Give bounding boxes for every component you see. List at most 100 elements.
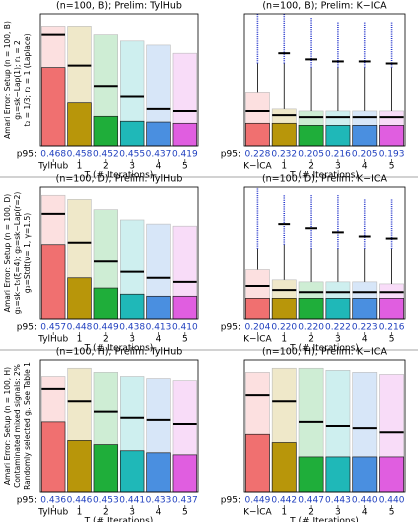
p95-value: 0.440 <box>352 496 378 506</box>
p95-value: 0.446 <box>67 496 93 506</box>
x-tick-label: 2 <box>308 162 314 172</box>
x-tick-label: 4 <box>156 162 162 172</box>
x-tick-label: 5 <box>182 162 188 172</box>
x-tick-label: 5 <box>182 508 188 518</box>
p95-value: 0.216 <box>325 150 351 160</box>
p95-value: 0.442 <box>271 496 297 506</box>
x-tick-label: K−ICA <box>243 335 272 345</box>
row-label: t₂ = 1/3; r₂ = 1 (Laplace) <box>23 33 32 126</box>
box-lower <box>244 122 270 147</box>
chart-title: (n=100, D); Prelim: TylHub <box>56 174 183 185</box>
p95-value: 0.437 <box>146 150 172 160</box>
x-tick-label: TylHub <box>37 508 68 518</box>
p95-value: 0.228 <box>245 150 271 160</box>
p95-value: 0.216 <box>379 323 405 333</box>
box-lower <box>298 456 324 493</box>
chart-title: (n=100, D); Prelim: K−ICA <box>262 174 388 185</box>
box-lower <box>244 298 270 320</box>
p95-value: 0.410 <box>172 323 198 333</box>
x-axis-label: T (# Iterations) <box>289 344 359 354</box>
box-lower <box>271 298 297 320</box>
x-tick-label: 3 <box>335 335 341 345</box>
x-tick-label: 4 <box>362 162 368 172</box>
x-tick-label: 2 <box>103 162 109 172</box>
plot-frame <box>39 186 199 320</box>
row-label: g₁=sk−t₅(ξ=4); g₂=sk−Lap(r=2) <box>13 192 22 315</box>
p95-value: 0.468 <box>40 150 66 160</box>
x-tick-label: 5 <box>182 335 188 345</box>
box-lower <box>146 452 171 493</box>
p95-value: 0.205 <box>352 150 378 160</box>
plot-frame <box>243 186 406 320</box>
p95-value: 0.452 <box>93 150 119 160</box>
box-lower <box>298 298 324 320</box>
p95-value: 0.205 <box>298 150 324 160</box>
x-tick-label: 1 <box>77 162 83 172</box>
row-label: Amari Error: Setup (n = 100, B) <box>3 21 12 139</box>
p95-value: 0.433 <box>146 496 172 506</box>
x-tick-label: 1 <box>281 162 287 172</box>
x-axis-label: T (# Iterations) <box>289 517 359 522</box>
box-lower <box>67 277 92 320</box>
p95-value: 0.436 <box>40 496 66 506</box>
box-lower <box>379 298 405 320</box>
x-tick-label: 4 <box>156 508 162 518</box>
p95-label: p95: <box>221 323 241 333</box>
box-lower <box>40 244 66 320</box>
plot-frame <box>39 13 199 147</box>
box-lower <box>172 295 198 320</box>
chart-title: (n=100, H); Prelim: K−ICA <box>262 347 387 358</box>
p95-value: 0.413 <box>146 323 172 333</box>
box-lower <box>146 121 171 147</box>
box-lower <box>119 293 145 320</box>
p95-value: 0.449 <box>93 323 119 333</box>
p95-value: 0.193 <box>379 150 405 160</box>
x-tick-label: 3 <box>129 508 135 518</box>
x-axis-label: T (# Iterations) <box>84 344 154 354</box>
p95-label: p95: <box>17 496 37 506</box>
p95-label: p95: <box>17 323 37 333</box>
p95-value: 0.437 <box>172 496 198 506</box>
chart-title: (n=100, B); Prelim: K−ICA <box>262 1 387 12</box>
row-label: Amari Error: Setup (n = 100, D) <box>3 194 12 312</box>
row-label: Randomly selected gⱼ. See Table 1 <box>23 362 32 490</box>
x-tick-label: 3 <box>335 508 341 518</box>
p95-label: p95: <box>221 496 241 506</box>
x-tick-label: 1 <box>281 508 287 518</box>
x-tick-label: TylHub <box>37 335 68 345</box>
x-tick-label: 4 <box>362 335 368 345</box>
p95-value: 0.443 <box>325 496 351 506</box>
x-tick-label: 2 <box>103 335 109 345</box>
x-tick-label: 3 <box>129 335 135 345</box>
box-lower <box>67 440 92 493</box>
p95-value: 0.232 <box>271 150 297 160</box>
box-lower <box>379 456 405 493</box>
x-tick-label: 3 <box>335 162 341 172</box>
box-lower <box>146 295 171 320</box>
p95-value: 0.204 <box>245 323 271 333</box>
x-axis-label: T (# Iterations) <box>289 171 359 181</box>
x-tick-label: 5 <box>389 162 395 172</box>
box-lower <box>325 298 351 320</box>
plot-frame <box>243 13 406 147</box>
row-label: g₁=sk−Lap(1); r₁ = 2 <box>13 40 22 120</box>
chart-title: (n=100, H); Prelim: TylHub <box>56 347 183 358</box>
box-lower <box>244 433 270 493</box>
x-tick-label: 5 <box>389 335 395 345</box>
box-lower <box>40 421 66 493</box>
p95-value: 0.223 <box>352 323 378 333</box>
box-lower <box>379 125 405 147</box>
p95-value: 0.455 <box>119 150 145 160</box>
p95-value: 0.440 <box>379 496 405 506</box>
p95-value: 0.419 <box>172 150 198 160</box>
p95-value: 0.453 <box>93 496 119 506</box>
p95-value: 0.222 <box>325 323 351 333</box>
box-lower <box>93 115 119 147</box>
x-tick-label: TylHub <box>37 162 68 172</box>
box-lower <box>298 125 324 147</box>
box-lower <box>119 120 145 147</box>
row-label: g₃=Stdt(ν= 1, γ=1.5) <box>23 213 32 293</box>
x-axis-label: T (# Iterations) <box>84 171 154 181</box>
p95-value: 0.220 <box>298 323 324 333</box>
box-lower <box>172 122 198 147</box>
